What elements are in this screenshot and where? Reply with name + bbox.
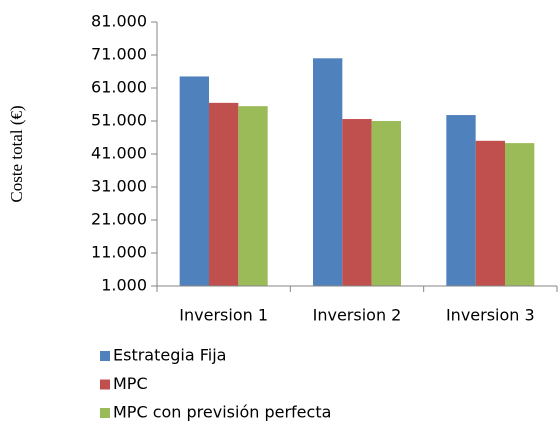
bar — [238, 106, 268, 287]
y-tick-label: 61.000 — [91, 78, 147, 97]
bar — [342, 119, 372, 287]
legend-label: MPC — [113, 374, 148, 393]
y-tick-label: 41.000 — [91, 144, 147, 163]
legend-swatch — [100, 351, 110, 361]
legend-swatch — [100, 408, 110, 418]
bar — [313, 58, 343, 286]
x-tick-label: Inversion 3 — [446, 306, 535, 325]
bar — [371, 121, 401, 286]
bar — [505, 143, 535, 286]
bar — [179, 76, 209, 286]
y-tick-label: 71.000 — [91, 45, 147, 64]
legend-swatch — [100, 379, 110, 390]
y-tick-label: 81.000 — [91, 12, 147, 31]
bar — [209, 102, 239, 286]
y-tick-label: 11.000 — [91, 243, 147, 262]
bar — [446, 115, 476, 286]
x-tick-label: Inversion 2 — [313, 306, 402, 325]
legend-label: Estrategia Fija — [113, 346, 226, 365]
y-tick-label: 51.000 — [91, 111, 147, 130]
legend-label: MPC con previsión perfecta — [113, 403, 331, 422]
y-tick-label: 1.000 — [101, 276, 147, 295]
y-tick-label: 31.000 — [91, 177, 147, 196]
bar — [475, 140, 505, 286]
y-tick-label: 21.000 — [91, 210, 147, 229]
x-tick-label: Inversion 1 — [179, 306, 268, 325]
y-axis-label: Coste total (€) — [7, 105, 26, 202]
